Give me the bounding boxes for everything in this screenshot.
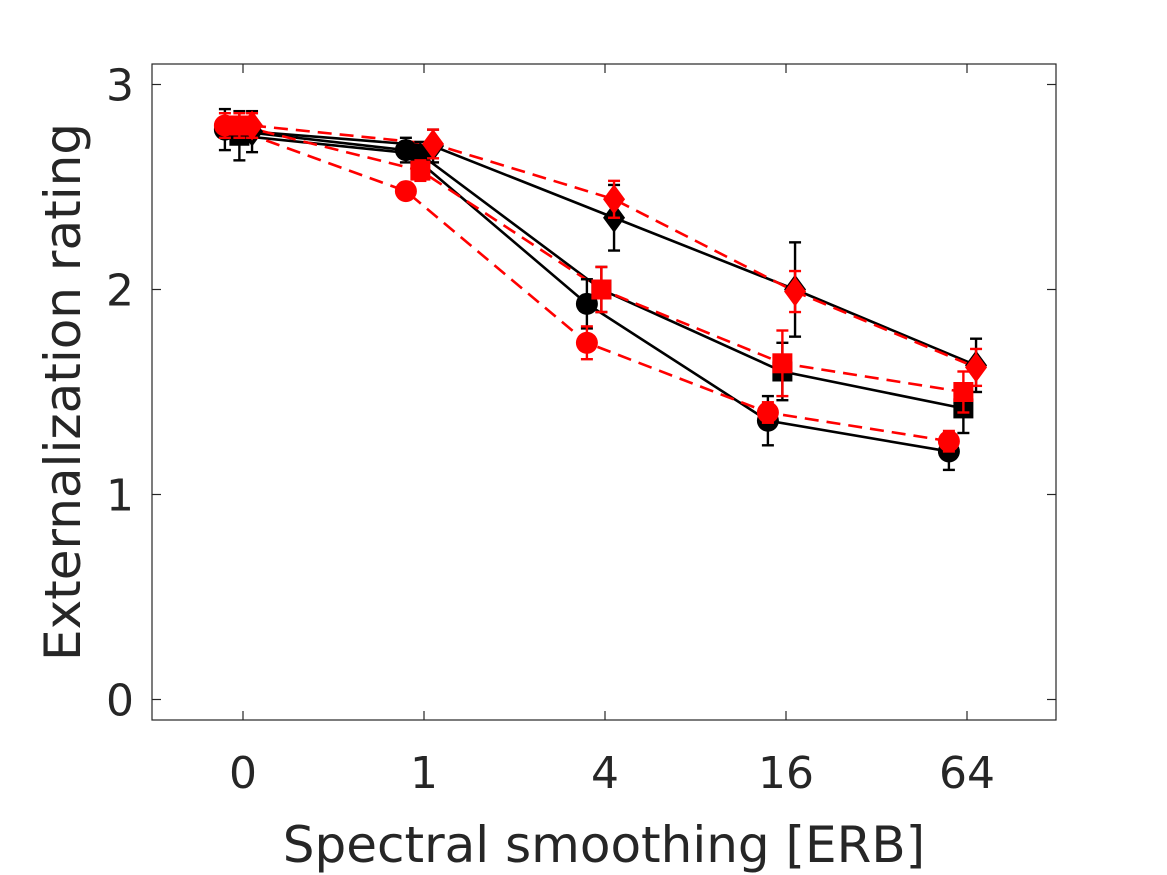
data-point bbox=[784, 276, 807, 307]
data-point bbox=[756, 401, 779, 424]
series-points bbox=[229, 111, 974, 414]
data-point bbox=[229, 115, 250, 136]
x-tick-label: 1 bbox=[410, 748, 438, 799]
y-tick-label: 0 bbox=[106, 676, 134, 727]
series-points bbox=[213, 111, 960, 453]
x-axis-label: Spectral smoothing [ERB] bbox=[283, 816, 925, 874]
axes-frame bbox=[151, 63, 1057, 721]
data-point bbox=[422, 128, 445, 159]
data-point bbox=[965, 352, 988, 383]
series-points bbox=[241, 110, 988, 388]
y-axis-label: Externalization rating bbox=[34, 123, 92, 661]
data-point bbox=[241, 110, 264, 141]
series-line bbox=[251, 124, 977, 369]
data-point bbox=[937, 430, 960, 453]
x-tick-label: 64 bbox=[939, 748, 995, 799]
data-point bbox=[953, 382, 974, 402]
series-points bbox=[213, 107, 960, 472]
data-point bbox=[603, 184, 626, 215]
plot-area-border bbox=[151, 63, 1057, 721]
data-point bbox=[410, 160, 431, 181]
y-tick-label: 3 bbox=[106, 61, 134, 112]
x-tick-labels: 0 1 4 16 64 bbox=[229, 748, 995, 799]
data-point bbox=[394, 180, 417, 203]
x-tick-label: 16 bbox=[758, 748, 814, 799]
series-line bbox=[239, 124, 964, 394]
data-point bbox=[591, 279, 612, 300]
series-markers bbox=[213, 107, 988, 472]
x-tick-label: 0 bbox=[229, 748, 257, 799]
data-point bbox=[575, 331, 598, 354]
y-tick-label: 1 bbox=[106, 471, 134, 522]
data-point bbox=[772, 353, 793, 374]
y-tick-label: 2 bbox=[106, 266, 134, 317]
x-tick-label: 4 bbox=[591, 748, 619, 799]
y-tick-labels: 0 1 2 3 bbox=[106, 61, 134, 727]
series-layer bbox=[213, 107, 988, 472]
